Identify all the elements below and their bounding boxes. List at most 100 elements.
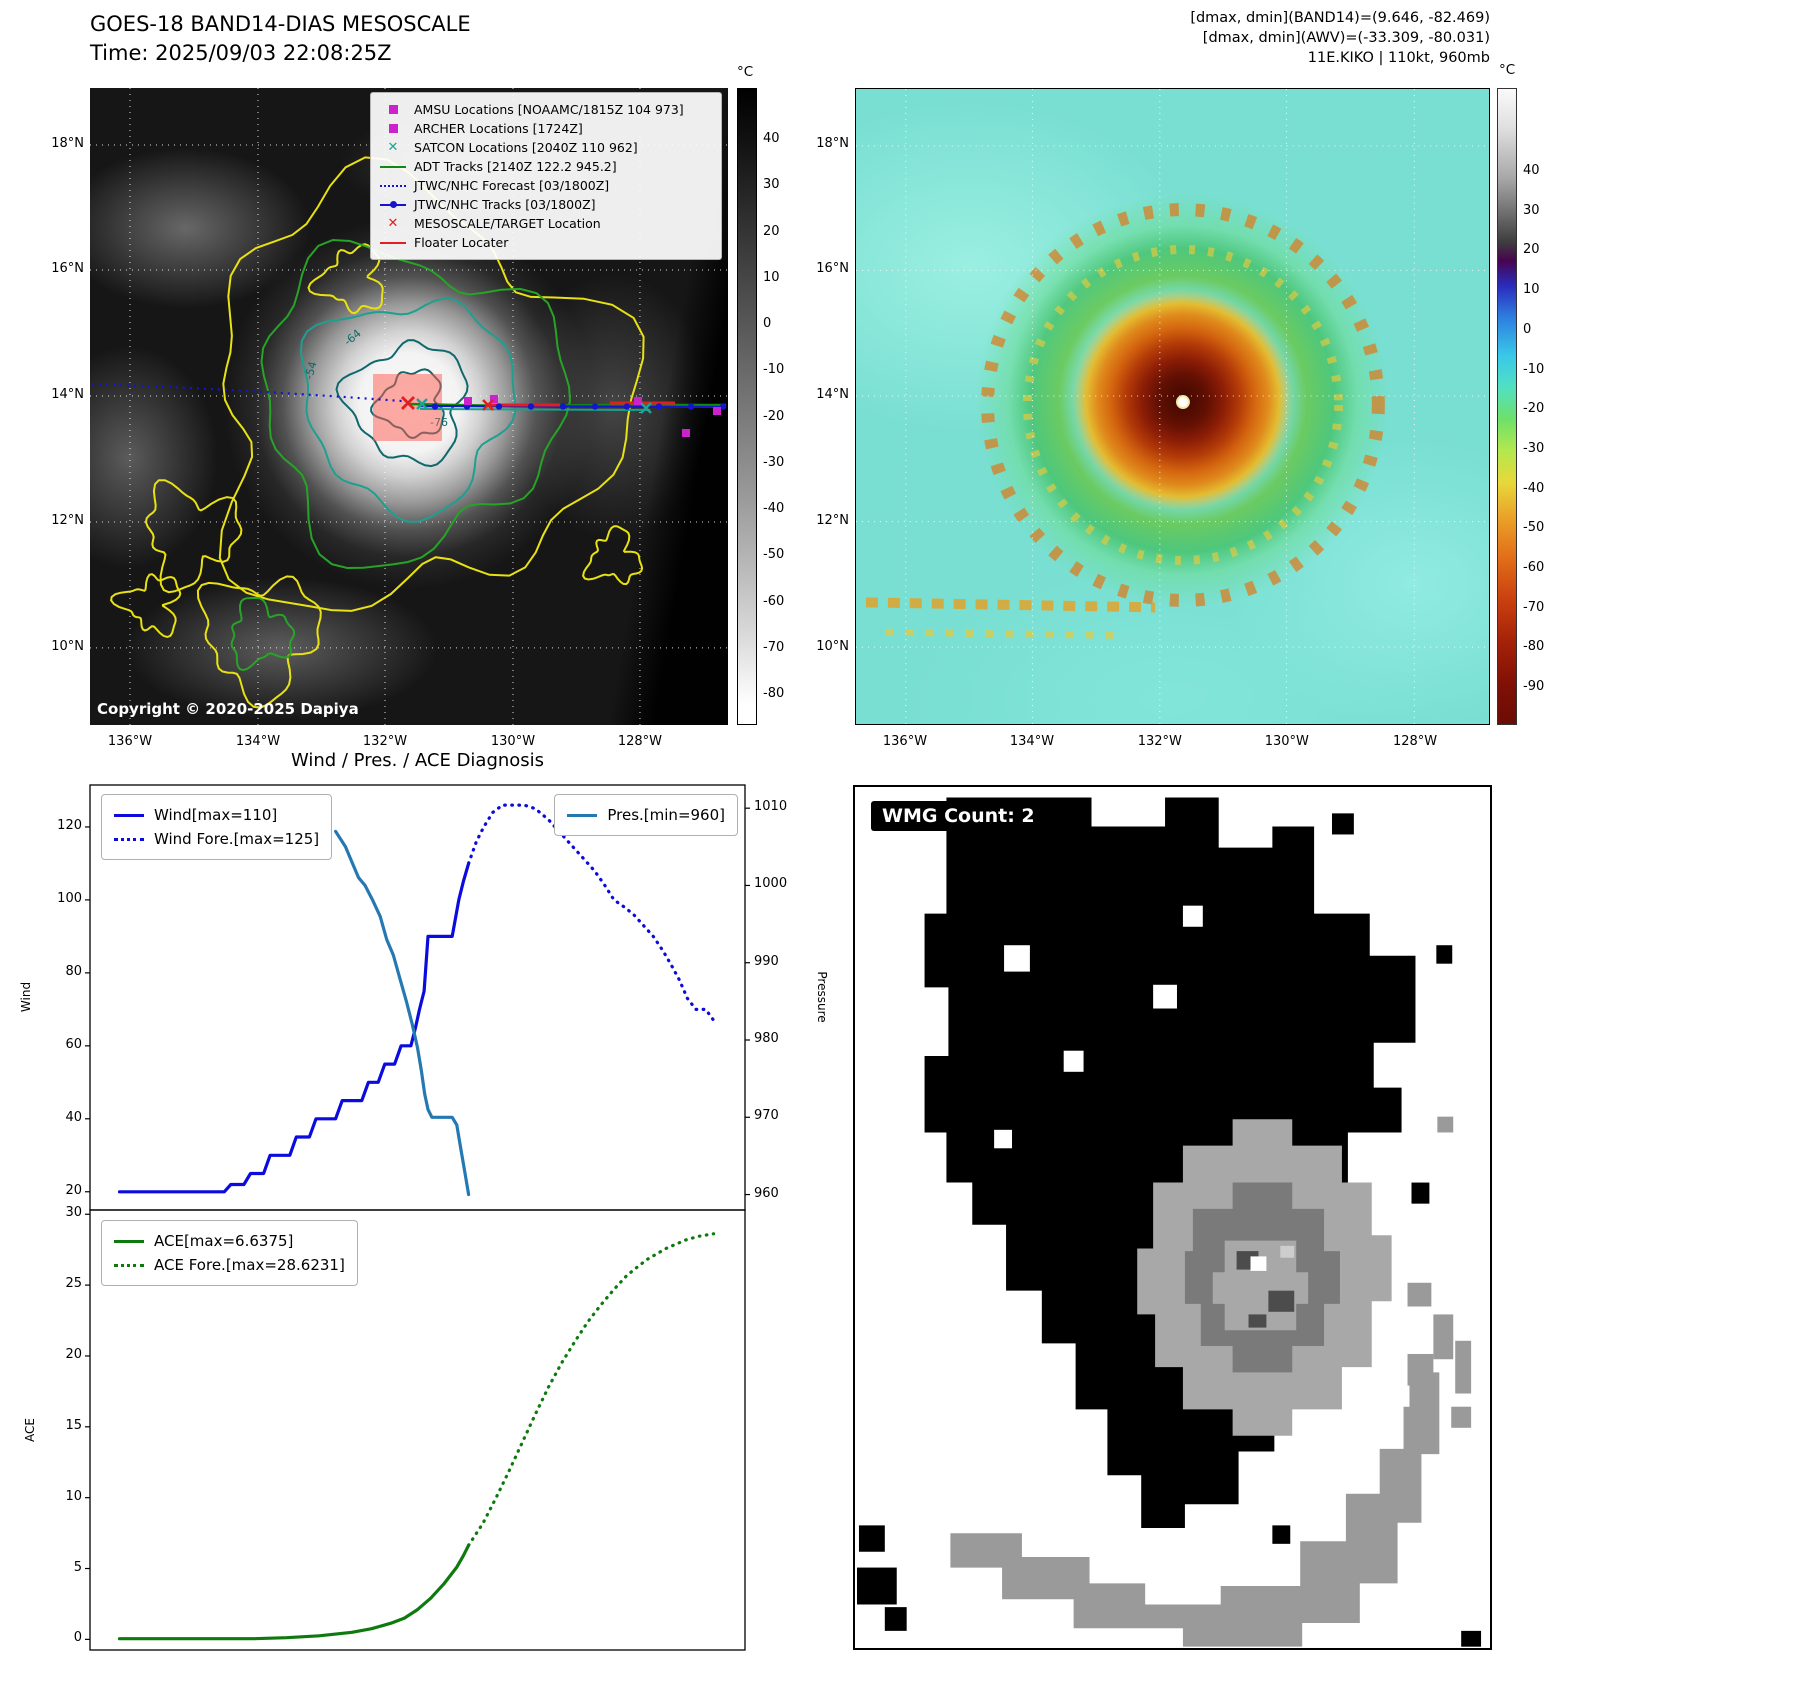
chart-legend-label: ACE Fore.[max=28.6231] [154, 1256, 345, 1274]
legend-item: ✕ SATCON Locations [2040Z 110 962] [380, 138, 712, 157]
colorbar-tick-label: -70 [763, 639, 785, 655]
legend-label: ARCHER Locations [1724Z] [414, 121, 583, 136]
colorbar-unit: °C [737, 64, 754, 80]
ace-tick-label: 10 [65, 1488, 82, 1504]
colorbar-tick-label: 20 [763, 223, 780, 239]
dmax-dmin-awv: [dmax, dmin](AWV)=(-33.309, -80.031) [1202, 30, 1490, 46]
colorbar-tick-label: -80 [1523, 639, 1545, 655]
page-title: GOES-18 BAND14-DIAS MESOSCALE [90, 12, 471, 36]
jtwc-forecast-track [91, 382, 403, 403]
timestamp: Time: 2025/09/03 22:08:25Z [90, 41, 392, 65]
legend-item: JTWC/NHC Tracks [03/1800Z] [380, 195, 712, 214]
chart-legend-item: Wind[max=110] [114, 803, 319, 827]
wind-tick-label: 100 [57, 890, 82, 906]
ir-contour-line [260, 238, 572, 570]
storm-id-intensity: 11E.KIKO | 110kt, 960mb [1307, 50, 1490, 66]
series-line [117, 861, 471, 1194]
contour-label: -64 [342, 327, 364, 349]
pressure-tick-label: 970 [754, 1108, 779, 1124]
track-point [719, 403, 727, 410]
dmax-dmin-band14: [dmax, dmin](BAND14)=(9.646, -82.469) [1190, 10, 1490, 26]
mesoscale-target-box [373, 374, 442, 441]
lon-tick-label: 136°W [882, 734, 928, 749]
series-line [334, 829, 471, 1197]
series-line [117, 1543, 471, 1641]
convective-band [885, 628, 1116, 639]
wind-tick-label: 40 [65, 1109, 82, 1125]
legend-label: JTWC/NHC Tracks [03/1800Z] [414, 197, 596, 212]
ir-contour-line [144, 479, 243, 594]
satcon-track [419, 408, 651, 411]
convective-band [865, 597, 1156, 613]
ir-contour-line [196, 575, 322, 709]
lat-tick-label: 12°N [51, 512, 84, 528]
wmg-gray-arc [950, 1372, 1440, 1647]
lon-tick-label: 130°W [490, 734, 536, 749]
ace-plot-frame [89, 1209, 746, 1651]
track-point [559, 403, 567, 410]
x-marker-icon: ✕ [387, 140, 399, 155]
colorbar-tick-label: -60 [763, 593, 785, 609]
ace-tick-label: 0 [73, 1630, 82, 1646]
amsu-archer-marker [713, 407, 721, 415]
satcon-x-marker [416, 398, 428, 410]
ace-tick-label: 20 [65, 1346, 82, 1362]
storm-info-block: [dmax, dmin](BAND14)=(9.646, -82.469) [d… [990, 8, 1490, 68]
legend-item: JTWC/NHC Forecast [03/1800Z] [380, 176, 712, 195]
colorbar-tick-label: 0 [763, 316, 772, 332]
track-point [655, 403, 663, 410]
x-marker-icon: ✕ [387, 216, 399, 231]
lat-tick-label: 18°N [51, 136, 84, 151]
diagnosis-title: Wind / Pres. / ACE Diagnosis [290, 750, 545, 771]
colorbar-tick-label: -40 [1523, 480, 1545, 496]
legend-swatch-icon [114, 813, 144, 817]
legend-item: AMSU Locations [NOAAMC/1815Z 104 973] [380, 100, 712, 119]
legend-swatch-icon [567, 813, 598, 817]
pressure-tick-label: 990 [754, 953, 779, 969]
target-x-marker [482, 399, 494, 411]
wind-axis-label: Wind [19, 981, 33, 1013]
wmg-gray-scatter [1407, 1116, 1472, 1428]
dotted-marker-icon [380, 184, 406, 187]
ir-contour-line [230, 597, 296, 672]
lon-tick-label: 134°W [235, 734, 281, 749]
lon-tick-label: 130°W [1264, 734, 1309, 749]
chart-legend: ACE[max=6.6375] ACE Fore.[max=28.6231] [101, 1220, 358, 1286]
ace-tick-label: 30 [65, 1205, 82, 1221]
track-point [495, 403, 503, 410]
colorbar-tick-label: -10 [763, 362, 785, 378]
lon-tick-label: 128°W [617, 734, 663, 749]
storm-eye [1175, 395, 1190, 409]
legend-label: JTWC/NHC Forecast [03/1800Z] [414, 178, 610, 193]
awv-color-satellite-map [855, 88, 1490, 725]
lon-tick-label: 132°W [362, 734, 408, 749]
chart-legend-label: Pres.[min=960] [607, 806, 725, 824]
chart-legend: Wind[max=110] Wind Fore.[max=125] [101, 794, 333, 860]
colorbar-tick-label: 20 [1523, 242, 1540, 258]
colorbar-unit: °C [1499, 62, 1516, 78]
lat-tick-label: 16°N [816, 260, 849, 276]
ace-axis-label: ACE [23, 1418, 37, 1442]
chart-legend-label: Wind[max=110] [154, 806, 278, 824]
copyright: Copyright © 2020-2025 Dapiya [97, 700, 359, 718]
pressure-tick-label: 960 [754, 1185, 779, 1201]
legend-item: Floater Locater [380, 233, 712, 252]
colorbar-tick-label: 10 [1523, 282, 1540, 298]
wmg-black-holes [994, 905, 1203, 1149]
track-point [591, 403, 599, 410]
wind-tick-label: 80 [65, 963, 82, 979]
target-x-marker [401, 396, 415, 410]
chart-legend-label: Wind Fore.[max=125] [154, 830, 320, 848]
colorbar-tick-label: -90 [1523, 679, 1545, 695]
legend-item: ARCHER Locations [1724Z] [380, 119, 712, 138]
pressure-tick-label: 980 [754, 1031, 779, 1046]
square-marker-icon [380, 105, 406, 114]
map-legend: AMSU Locations [NOAAMC/1815Z 104 973] ARC… [370, 92, 722, 260]
chart-legend-item: Pres.[min=960] [567, 803, 725, 827]
colorbar-tick-label: -50 [763, 547, 785, 563]
colorbar-tick-label: 10 [763, 269, 780, 285]
colorbar-tick-label: -50 [1523, 520, 1545, 536]
outer-rainband [981, 203, 1385, 607]
track-point [623, 403, 631, 410]
ir-contour-line [335, 339, 469, 468]
